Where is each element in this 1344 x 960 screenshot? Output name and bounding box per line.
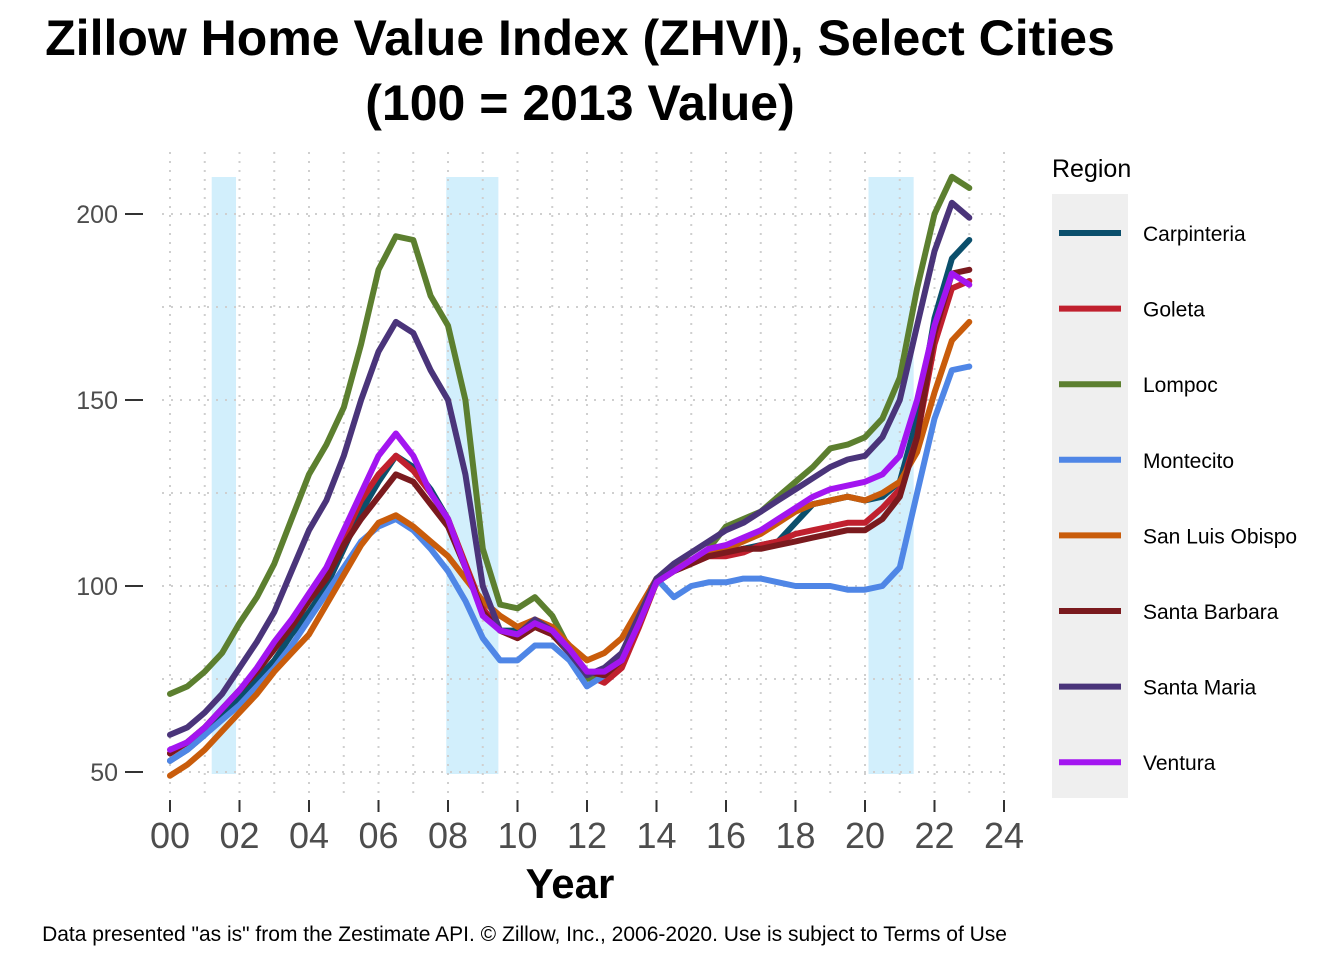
x-tick-label: 02	[219, 815, 259, 856]
y-tick-label: 50	[90, 759, 118, 787]
series-line-montecito	[167, 363, 973, 764]
chart-title: Zillow Home Value Index (ZHVI), Select C…	[45, 10, 1115, 66]
legend-label-lompoc: Lompoc	[1143, 374, 1218, 397]
chart-subtitle: (100 = 2013 Value)	[365, 75, 794, 131]
legend-label-san-luis-obispo: San Luis Obispo	[1143, 525, 1297, 548]
recession-band-0	[211, 177, 237, 774]
x-tick-label: 20	[845, 815, 885, 856]
series-line-ventura	[167, 270, 973, 753]
x-tick-label: 12	[567, 815, 607, 856]
legend-key-background	[1052, 194, 1128, 798]
x-tick-label: 10	[497, 815, 537, 856]
legend-label-santa-maria: Santa Maria	[1143, 677, 1257, 700]
x-tick-label: 00	[150, 815, 190, 856]
y-tick-label: 150	[76, 387, 118, 415]
chart-caption: Data presented "as is" from the Zestimat…	[42, 923, 1007, 946]
series-line-carpinteria	[167, 237, 973, 764]
x-tick-label: 18	[775, 815, 815, 856]
x-tick-label: 06	[358, 815, 398, 856]
series-line-santa-barbara	[167, 266, 973, 757]
series-line-lompoc	[167, 173, 973, 697]
series-line-san-luis-obispo	[167, 318, 973, 779]
legend-label-goleta: Goleta	[1143, 299, 1205, 322]
axes: 50 100 150 200 00 02 04 06 08 10 12 14 16 18 20 22 24	[76, 201, 1024, 856]
series-lines	[167, 173, 973, 779]
x-tick-label: 08	[428, 815, 468, 856]
grid-lines	[162, 152, 1005, 800]
legend-label-santa-barbara: Santa Barbara	[1143, 601, 1279, 624]
legend-label-ventura: Ventura	[1143, 752, 1216, 775]
x-tick-label: 16	[706, 815, 746, 856]
legend-title: Region	[1052, 155, 1131, 183]
y-tick-label: 200	[76, 201, 118, 229]
y-tick-label: 100	[76, 573, 118, 601]
x-tick-label: 04	[289, 815, 329, 856]
legend-label-montecito: Montecito	[1143, 450, 1234, 473]
x-tick-label: 22	[914, 815, 954, 856]
x-axis-title: Year	[526, 860, 615, 907]
legend-label-carpinteria: Carpinteria	[1143, 223, 1246, 246]
recession-bands	[211, 177, 914, 774]
legend: Region Carpinteria Goleta Lompoc Montecito S…	[1052, 155, 1297, 798]
x-tick-label: 24	[984, 815, 1024, 856]
x-tick-label: 14	[636, 815, 676, 856]
